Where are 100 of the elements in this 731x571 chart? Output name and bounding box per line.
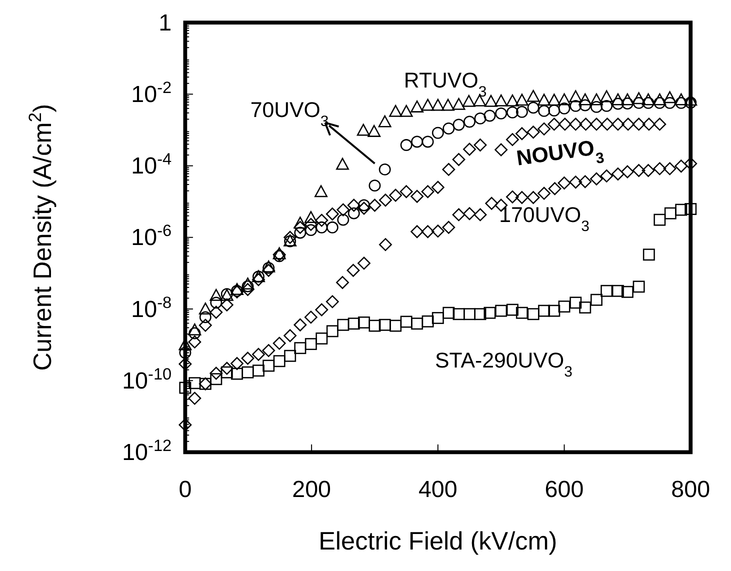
point (442, 122, 455, 134)
point (179, 382, 192, 394)
point (642, 248, 655, 261)
point (570, 100, 582, 112)
point (294, 216, 307, 229)
point (474, 112, 486, 124)
point (485, 196, 498, 210)
series-label: RTUVO$_{3}$ (404, 68, 487, 100)
point (358, 199, 370, 212)
point (452, 208, 466, 222)
point (442, 162, 456, 176)
point (452, 308, 465, 320)
point (495, 304, 508, 317)
point (674, 93, 688, 106)
point (495, 107, 508, 120)
point (579, 99, 592, 112)
point (527, 308, 540, 320)
point (241, 283, 254, 296)
y-tick-label: 10$^{-10}$ (122, 365, 172, 394)
point (653, 162, 666, 176)
point (621, 286, 634, 298)
point (452, 153, 466, 166)
point (494, 143, 508, 156)
point (252, 364, 264, 377)
x-axis-title: Electric Field (kV/cm) (318, 527, 558, 556)
point (304, 310, 318, 324)
point (315, 214, 328, 227)
point (273, 355, 286, 368)
point (346, 264, 360, 277)
point (526, 191, 540, 204)
point (262, 264, 276, 277)
point (410, 225, 424, 238)
point (653, 118, 666, 131)
point (612, 93, 624, 106)
point (422, 315, 434, 328)
point (390, 320, 402, 332)
point (400, 185, 413, 198)
point (294, 342, 306, 354)
point (654, 214, 666, 226)
point (569, 90, 582, 102)
point (284, 329, 297, 342)
x-tick-label: 0 (178, 476, 192, 502)
point (220, 298, 234, 312)
x-tick-label: 600 (544, 476, 584, 502)
point (612, 118, 624, 131)
point (400, 316, 412, 328)
point (620, 93, 634, 106)
point (242, 280, 254, 292)
point (506, 133, 519, 146)
point (684, 203, 697, 215)
point (252, 273, 265, 286)
point (378, 163, 391, 176)
point (620, 165, 634, 178)
y-tick-label: 10$^{-4}$ (131, 150, 172, 179)
point (378, 115, 392, 128)
point (516, 306, 528, 319)
point (379, 194, 392, 207)
point (578, 175, 592, 188)
point (210, 373, 222, 386)
point (262, 360, 275, 372)
point (421, 185, 434, 198)
series-label: STA-290UVO$_{3}$ (434, 348, 572, 380)
point (548, 94, 561, 106)
point (464, 116, 476, 128)
point (336, 276, 349, 289)
point (600, 90, 614, 102)
y-tick-label: 10$^{-12}$ (122, 436, 172, 465)
point (421, 98, 434, 111)
point (548, 304, 560, 317)
point (632, 118, 646, 131)
point (506, 190, 519, 204)
point (272, 336, 286, 350)
point (241, 278, 254, 290)
point (294, 226, 306, 239)
point (231, 368, 243, 380)
point (188, 377, 201, 390)
point (569, 118, 582, 131)
point (294, 220, 307, 234)
point (336, 203, 350, 216)
point (463, 207, 476, 220)
point (590, 100, 602, 113)
point (579, 118, 592, 131)
point (632, 92, 646, 104)
point (326, 325, 338, 338)
point (188, 392, 202, 405)
point (548, 104, 560, 116)
point (368, 198, 382, 212)
point (590, 118, 603, 131)
point (442, 306, 455, 319)
point (421, 225, 434, 238)
point (494, 94, 508, 106)
point (242, 366, 254, 378)
point (538, 104, 550, 117)
point (400, 104, 413, 117)
point (347, 198, 360, 212)
point (474, 308, 486, 320)
y-tick-label: 10$^{-2}$ (131, 78, 172, 107)
point (368, 180, 381, 192)
point (452, 118, 465, 131)
point (337, 214, 350, 226)
